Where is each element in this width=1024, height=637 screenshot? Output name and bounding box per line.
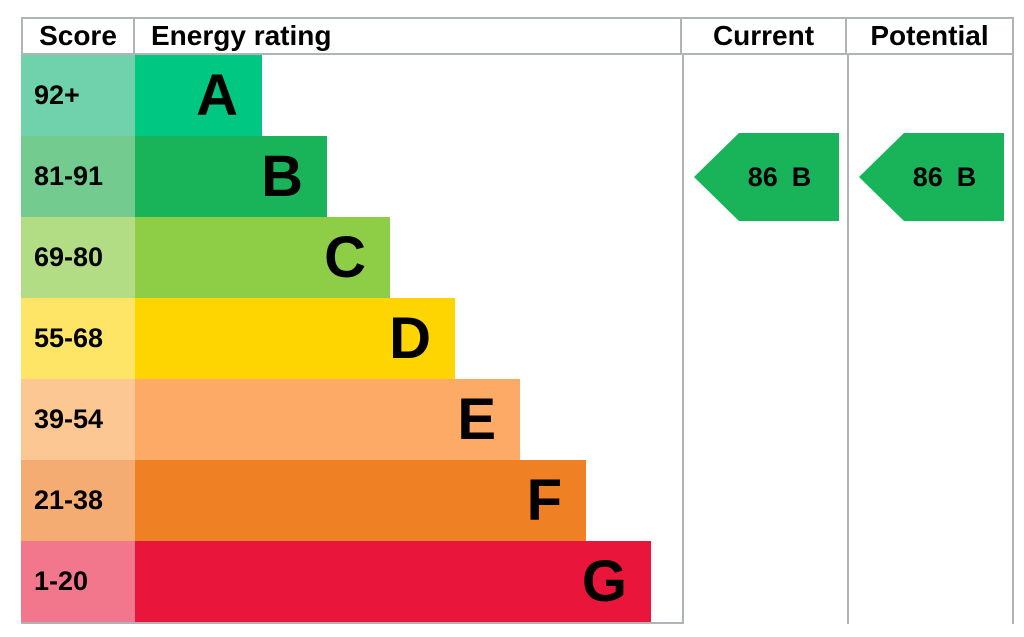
band-letter-f: F xyxy=(526,467,562,533)
current-rating-score: 86 xyxy=(747,161,778,192)
chart-header-row: Score Energy rating Current Potential xyxy=(21,17,1014,55)
current-column: 86 B xyxy=(682,55,847,624)
score-cell-e: 39-54 xyxy=(21,379,135,460)
score-column-header: Score xyxy=(21,17,135,55)
band-letter-d: D xyxy=(389,305,431,371)
band-bar-d: D xyxy=(135,298,455,379)
band-bar-g: G xyxy=(135,541,651,622)
band-letter-e: E xyxy=(457,386,496,452)
potential-rating-band-letter: B xyxy=(956,161,977,192)
chart-body: 92+ A 81-91 B 69-80 C 55-68 D 39-54 E 21-38 F 1-20 G … xyxy=(21,55,1014,624)
band-row-d: 55-68 D xyxy=(21,298,682,379)
score-cell-c: 69-80 xyxy=(21,217,135,298)
band-bar-f: F xyxy=(135,460,586,541)
score-cell-d: 55-68 xyxy=(21,298,135,379)
band-row-c: 69-80 C xyxy=(21,217,682,298)
score-cell-a: 92+ xyxy=(21,55,135,136)
band-rows: 92+ A 81-91 B 69-80 C 55-68 D 39-54 E 21-38 F 1-20 G xyxy=(21,55,682,622)
band-bar-a: A xyxy=(135,55,262,136)
band-bar-e: E xyxy=(135,379,520,460)
band-bar-c: C xyxy=(135,217,390,298)
potential-rating-score: 86 xyxy=(912,161,943,192)
band-bar-b: B xyxy=(135,136,327,217)
potential-rating-arrow: 86 B xyxy=(859,133,1004,221)
score-cell-g: 1-20 xyxy=(21,541,135,622)
score-cell-b: 81-91 xyxy=(21,136,135,217)
current-rating-arrow: 86 B xyxy=(694,133,839,221)
potential-column: 86 B xyxy=(847,55,1014,624)
current-rating-band-letter: B xyxy=(791,161,812,192)
score-cell-f: 21-38 xyxy=(21,460,135,541)
band-row-e: 39-54 E xyxy=(21,379,682,460)
energy-rating-column-header: Energy rating xyxy=(135,17,682,55)
band-row-g: 1-20 G xyxy=(21,541,682,622)
potential-column-header: Potential xyxy=(847,17,1014,55)
band-letter-c: C xyxy=(324,224,366,290)
band-row-b: 81-91 B xyxy=(21,136,682,217)
band-letter-b: B xyxy=(261,143,303,209)
current-column-header: Current xyxy=(682,17,847,55)
band-row-f: 21-38 F xyxy=(21,460,682,541)
band-letter-g: G xyxy=(581,548,627,614)
band-row-a: 92+ A xyxy=(21,55,682,136)
epc-rating-chart: Score Energy rating Current Potential 92… xyxy=(21,17,1014,624)
band-letter-a: A xyxy=(196,62,238,128)
